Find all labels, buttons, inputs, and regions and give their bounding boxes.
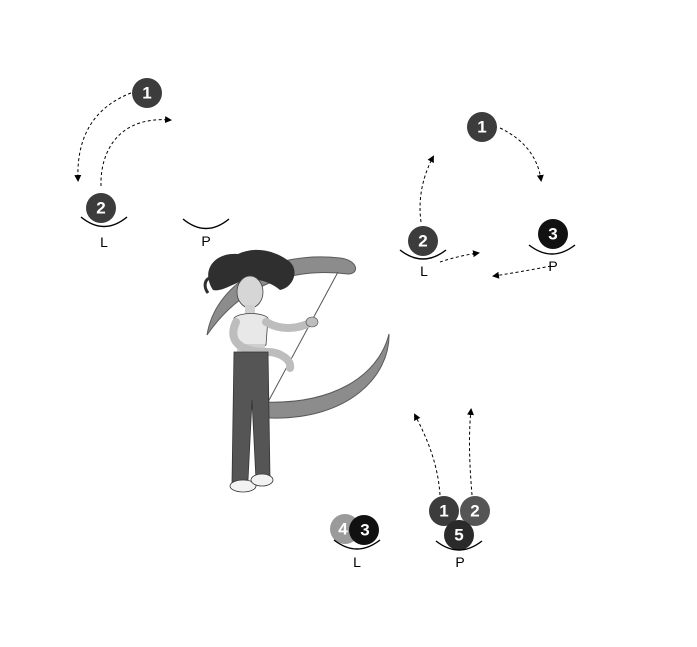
ball-number: 3 xyxy=(548,225,557,244)
ball-number: 3 xyxy=(360,521,369,540)
ball-number: 2 xyxy=(418,232,427,251)
throw-arrow xyxy=(414,413,441,496)
crescent-prop-bottom xyxy=(252,333,390,419)
juggling-ball-icon: 3 xyxy=(538,219,568,249)
juggler-figure-icon xyxy=(203,249,390,493)
hand-label: L xyxy=(100,234,108,250)
hand-label: L xyxy=(420,263,428,279)
juggling-ball-icon: 2 xyxy=(408,226,438,256)
hand-label: P xyxy=(455,554,464,570)
juggling-ball-icon: 3 xyxy=(349,515,379,545)
juggling-ball-icon: 2 xyxy=(86,193,116,223)
juggling-ball-icon: 1 xyxy=(467,112,497,142)
juggling-ball-icon: 5 xyxy=(444,520,474,550)
ball-number: 4 xyxy=(338,520,348,539)
ball-number: 2 xyxy=(470,502,479,521)
ball-number: 1 xyxy=(142,84,151,103)
ball-number: 1 xyxy=(477,118,486,137)
throw-arrow xyxy=(499,127,544,182)
hand-cup-icon: L xyxy=(399,249,447,279)
throw-arrow xyxy=(492,265,552,279)
throw-arrow xyxy=(100,116,172,187)
throw-arrow xyxy=(467,408,474,496)
juggling-ball-icon: 1 xyxy=(132,78,162,108)
throw-arrow xyxy=(439,250,480,263)
ball-number: 1 xyxy=(439,502,448,521)
hand-label: P xyxy=(201,233,210,249)
hand-label: P xyxy=(548,258,557,274)
hand-cup-icon: P xyxy=(435,540,483,570)
panel-1: 1 2 L P xyxy=(74,78,230,250)
panel-2: 1 2 3 L P xyxy=(399,112,576,279)
hand-label: L xyxy=(353,554,361,570)
panel-3: 4 3 1 2 5 L P xyxy=(330,408,490,570)
hand-cup-icon: L xyxy=(333,539,381,570)
hand-cup-icon: L xyxy=(80,216,128,250)
throw-arrow xyxy=(74,92,132,182)
hand-cup-icon: P xyxy=(182,218,230,249)
throw-arrow xyxy=(419,155,434,223)
hand-cup-icon: P xyxy=(528,244,576,274)
juggling-ball-icon: 2 xyxy=(460,496,490,526)
juggling-ball-icon: 1 xyxy=(429,496,459,526)
ball-number: 2 xyxy=(96,199,105,218)
ball-number: 5 xyxy=(454,526,463,545)
